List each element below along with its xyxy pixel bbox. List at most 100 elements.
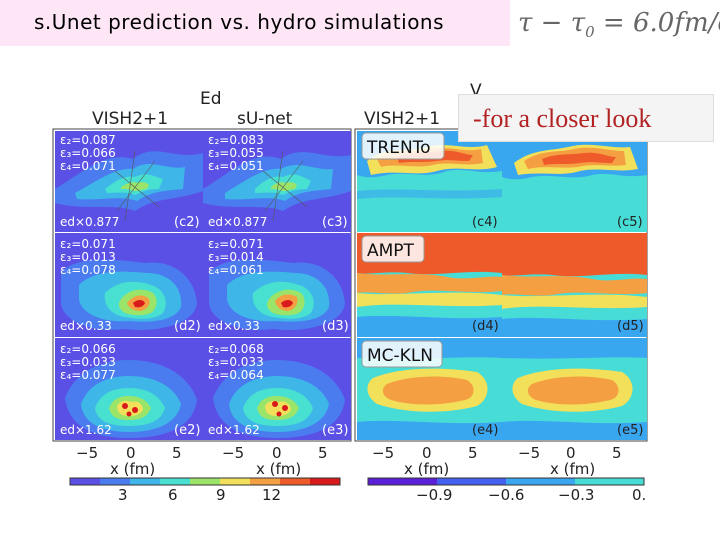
title-box: s.Unet prediction vs. hydro simulations [0, 0, 510, 46]
tag-d4: (d4) [472, 319, 499, 334]
cbar-left-swatch [70, 478, 101, 485]
row1-vish-eps2: ε₂=0.087 [60, 133, 116, 147]
tag-c4: (c4) [472, 215, 498, 230]
formula-value: = 6.0 [602, 8, 675, 38]
xtick-c5-neg5: −5 [518, 444, 540, 462]
formula-minus: − [540, 8, 563, 38]
panel-e2 [55, 338, 203, 440]
cbar-left-swatch [280, 478, 311, 485]
cbar-right-tick-0.6: −0.6 [488, 486, 524, 504]
model-label-ampt: AMPT [367, 241, 415, 261]
cbar-right-swatch [437, 478, 507, 485]
xtick-c5-5: 5 [612, 444, 622, 462]
slide-title: s.Unet prediction vs. hydro simulations [34, 10, 445, 34]
xlabel-col2: x (fm) [256, 460, 301, 478]
tag-d2: (d2) [174, 319, 201, 334]
cbar-right-tick-0.9: −0.9 [416, 486, 452, 504]
tag-c2: (c2) [174, 215, 200, 230]
cbar-left-tick-6: 6 [168, 486, 178, 504]
model-label-box-trento [361, 132, 445, 160]
row2-vish-eps4: ε₄=0.078 [60, 263, 116, 277]
cbar-left-tick-12: 12 [262, 486, 281, 504]
xtick-c2-0: 0 [126, 444, 136, 462]
cbar-right-frame [367, 477, 645, 486]
xtick-c3-0: 0 [272, 444, 282, 462]
xtick-c2-5: 5 [172, 444, 182, 462]
row1-sunet-scale: ed×0.877 [208, 215, 267, 229]
tag-c3: (c3) [322, 215, 348, 230]
ed-group-label: Ed [200, 89, 222, 109]
tag-e5: (e5) [617, 423, 643, 438]
xtick-c4-neg5: −5 [372, 444, 394, 462]
cbar-left-tick-3: 3 [118, 486, 128, 504]
cbar-left-swatch [220, 478, 251, 485]
row3-vish-eps4: ε₄=0.077 [60, 368, 116, 382]
cbar-left-swatch [250, 478, 281, 485]
row2-sunet-eps3: ε₃=0.014 [208, 250, 264, 264]
cbar-right-tick-0: 0. [632, 486, 646, 504]
tag-c5: (c5) [617, 215, 643, 230]
cbar-left-frame [69, 477, 341, 486]
col-header-vish-right: VISH2+1 [364, 109, 440, 129]
row3-sunet-scale: ed×1.62 [208, 423, 260, 437]
formula-tau0: τ [570, 8, 586, 38]
row1-sunet-eps2: ε₂=0.083 [208, 133, 264, 147]
formula-units: fm/c [674, 8, 720, 38]
cbar-right-swatch [506, 478, 576, 485]
row2-sunet-eps4: ε₄=0.061 [208, 263, 264, 277]
formula-tau: τ [518, 8, 533, 38]
xtick-c4-0: 0 [422, 444, 432, 462]
row1-vish-scale: ed×0.877 [60, 215, 119, 229]
colorbar-energy-density [69, 477, 341, 486]
cbar-right-tick-0.3: −0.3 [558, 486, 594, 504]
panel-c5 [502, 131, 647, 232]
panel-d2 [55, 233, 203, 337]
row1-vish-eps3: ε₃=0.066 [60, 146, 116, 160]
panel-e5 [502, 338, 647, 440]
cbar-left-swatch [190, 478, 221, 485]
row2-vish-eps3: ε₃=0.013 [60, 250, 116, 264]
xtick-c3-5: 5 [318, 444, 328, 462]
cbar-right-swatch [368, 478, 438, 485]
tag-e3: (e3) [322, 423, 348, 438]
row2-sunet-eps2: ε₂=0.071 [208, 237, 264, 251]
xlabel-col3: x (fm) [404, 460, 449, 478]
row3-sunet-eps3: ε₃=0.033 [208, 355, 264, 369]
cbar-left-swatch [160, 478, 191, 485]
tag-d3: (d3) [322, 319, 349, 334]
time-formula: τ − τ0 = 6.0fm/c [518, 8, 720, 41]
model-label-box-mckln [361, 340, 443, 368]
cbar-left-swatch [100, 478, 131, 485]
panel-e3 [203, 338, 351, 440]
panel-c2 [55, 131, 203, 232]
formula-sub0: 0 [585, 23, 595, 42]
xlabel-col1: x (fm) [110, 460, 155, 478]
row2-sunet-scale: ed×0.33 [208, 319, 260, 333]
panel-c3 [203, 131, 351, 232]
row1-vish-eps4: ε₄=0.071 [60, 159, 116, 173]
row2-vish-scale: ed×0.33 [60, 319, 112, 333]
model-label-trento: TRENTo [366, 138, 431, 158]
model-label-box-ampt [361, 235, 425, 263]
row1-sunet-eps4: ε₄=0.051 [208, 159, 264, 173]
cbar-right-swatch [575, 478, 645, 485]
callout-box: -for a closer look [458, 94, 714, 142]
row3-sunet-eps2: ε₂=0.068 [208, 342, 264, 356]
xtick-c5-0: 0 [566, 444, 576, 462]
tag-e2: (e2) [174, 423, 200, 438]
row2-vish-eps2: ε₂=0.071 [60, 237, 116, 251]
row3-vish-scale: ed×1.62 [60, 423, 112, 437]
xtick-c4-5: 5 [468, 444, 478, 462]
tag-d5: (d5) [617, 319, 644, 334]
xlabel-col4: x (fm) [550, 460, 595, 478]
panel-d3 [203, 233, 351, 337]
tag-e4: (e4) [472, 423, 498, 438]
row3-sunet-eps4: ε₄=0.064 [208, 368, 264, 382]
panel-d5 [502, 233, 647, 337]
row3-vish-eps3: ε₃=0.033 [60, 355, 116, 369]
cbar-left-swatch [310, 478, 341, 485]
col-header-vish-left: VISH2+1 [92, 109, 168, 129]
cbar-left-tick-9: 9 [216, 486, 226, 504]
xtick-c2-neg5: −5 [76, 444, 98, 462]
